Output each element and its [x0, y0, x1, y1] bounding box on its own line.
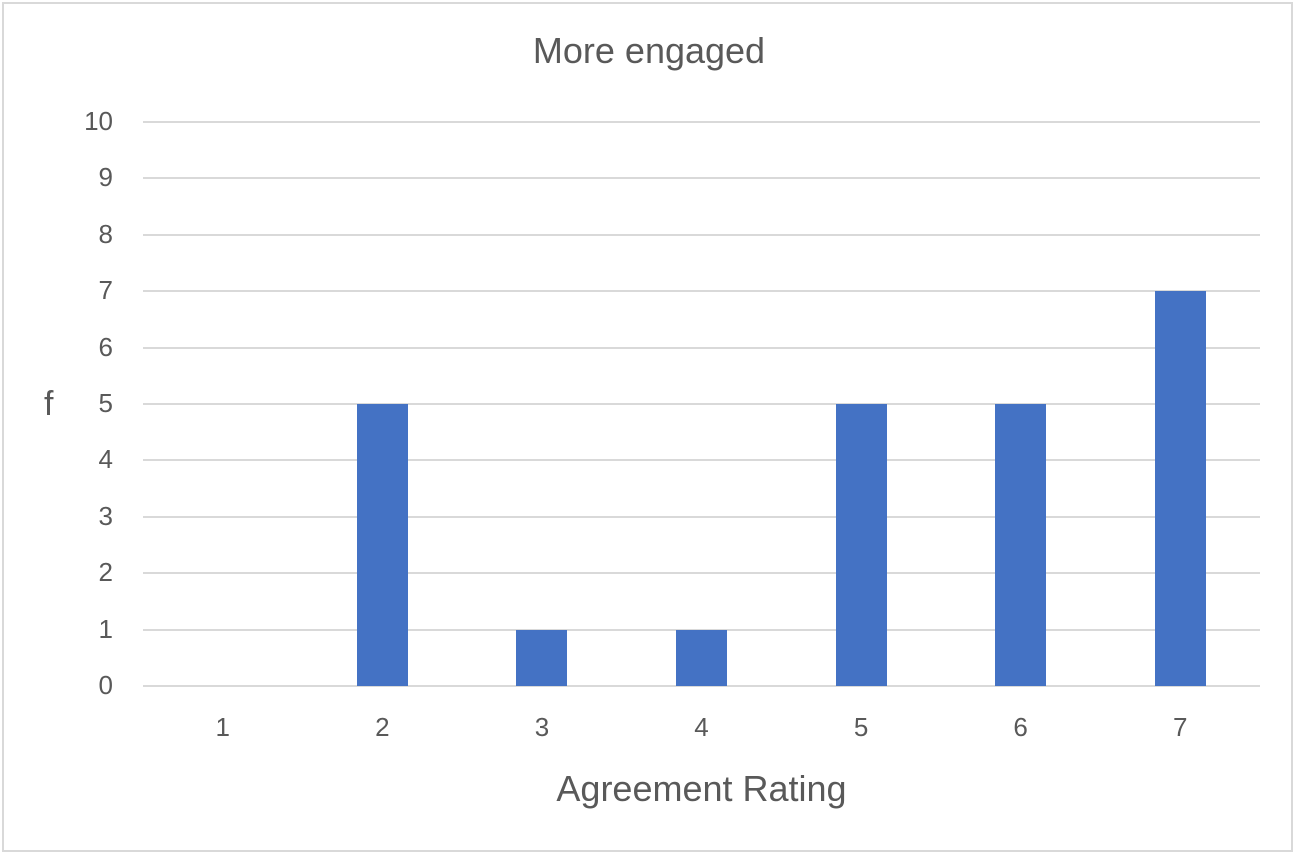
x-tick-label: 4 — [694, 712, 709, 742]
y-tick-label: 9 — [98, 162, 113, 193]
y-tick-label: 10 — [84, 106, 113, 136]
y-tick-label: 6 — [98, 331, 113, 362]
x-tick-label: 7 — [1172, 712, 1188, 742]
x-tick-label: 2 — [375, 712, 390, 742]
x-tick-label: 5 — [853, 712, 869, 742]
x-tick-label: 6 — [1013, 712, 1028, 742]
gridline — [143, 346, 1260, 349]
bar-7 — [1154, 291, 1206, 686]
y-tick-label: 8 — [98, 218, 113, 249]
gridline — [143, 685, 1260, 687]
y-tick-label: 7 — [98, 275, 113, 306]
bar-5 — [835, 404, 887, 686]
y-tick-label: 1 — [98, 613, 113, 644]
gridline — [143, 121, 1260, 123]
bar-2 — [356, 404, 408, 686]
x-tick-label: 1 — [215, 712, 231, 742]
y-tick-label: 0 — [98, 670, 113, 700]
x-tick-label: 3 — [534, 712, 550, 742]
chart-title: More engaged — [532, 30, 766, 71]
gridline — [143, 290, 1260, 293]
y-tick-label: 4 — [98, 444, 113, 475]
gridline — [143, 403, 1260, 405]
plot-area — [143, 121, 1260, 687]
x-axis-label: Agreement Rating — [556, 768, 847, 809]
y-tick-label: 3 — [98, 500, 113, 531]
y-tick-label: 2 — [98, 557, 113, 588]
gridline — [143, 233, 1260, 236]
bar-6 — [995, 404, 1047, 686]
gridline — [143, 628, 1260, 631]
gridline — [143, 459, 1260, 462]
y-tick-label: 5 — [98, 388, 113, 418]
gridline — [143, 515, 1260, 518]
bar-4 — [676, 629, 727, 686]
gridline — [143, 572, 1260, 575]
y-axis-label: f — [44, 385, 54, 423]
gridline — [143, 177, 1260, 180]
bar-3 — [516, 629, 568, 686]
